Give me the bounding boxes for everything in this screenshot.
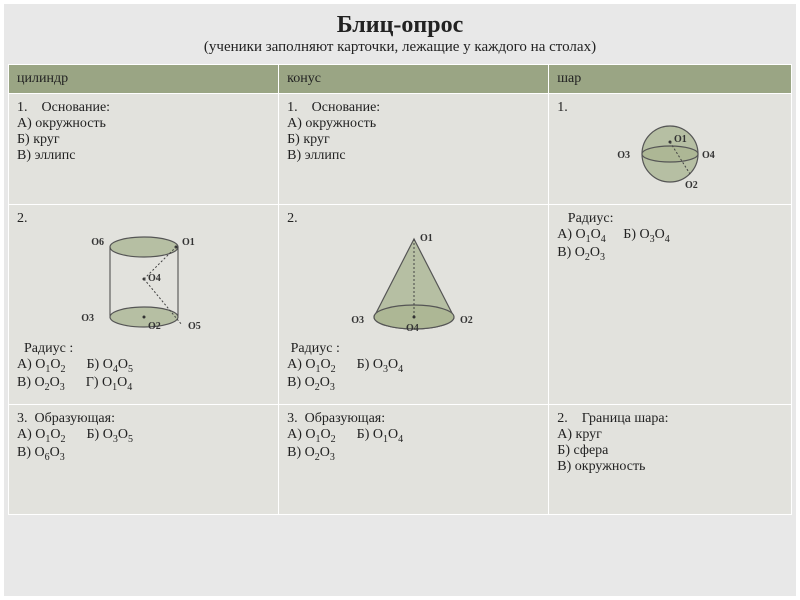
svg-text:O2: O2 (460, 315, 473, 326)
cone-q3: 3. Образующая: А) О1О2 Б) О1О4 В) О2О3 (279, 405, 549, 515)
opt-b: Б) круг (17, 132, 60, 147)
opt-a: А) О (287, 357, 315, 372)
q-prompt: Радиус : (24, 341, 73, 356)
svg-text:O4: O4 (406, 323, 419, 334)
opt-a: А) О (17, 427, 45, 442)
q-num: 2. (557, 411, 568, 426)
opt-c: В) О (17, 375, 45, 390)
q-num: 1. (557, 100, 568, 115)
cyl-q1: 1. Основание: А) окружность Б) круг В) э… (9, 94, 279, 205)
svg-text:O2: O2 (148, 321, 161, 332)
opt-a: А) О (287, 427, 315, 442)
q-prompt: Радиус : (291, 341, 340, 356)
row-1: 1. Основание: А) окружность Б) круг В) э… (9, 94, 792, 205)
slide: Блиц-опрос (ученики заполняют карточки, … (0, 0, 800, 600)
cyl-q3: 3. Образующая: А) О1О2 Б) О3О5 В) О6О3 (9, 405, 279, 515)
q-prompt: Основание: (312, 100, 381, 115)
opt-c: В) О (17, 445, 45, 460)
sphere-q1: 1. O1 O3 O4 O2 (549, 94, 792, 205)
cone-q2: 2. O1 O3 O4 O2 Радиус : А) О1О2 Б) О3О4 … (279, 205, 549, 405)
svg-text:O3: O3 (351, 315, 364, 326)
opt-b: Б) О (357, 357, 383, 372)
quiz-table: цилиндр конус шар 1. Основание: А) окруж… (8, 64, 792, 515)
row-3: 3. Образующая: А) О1О2 Б) О3О5 В) О6О3 3… (9, 405, 792, 515)
q-num: 2. (287, 211, 298, 226)
q-num: 3. (287, 411, 298, 426)
cone-q1: 1. Основание: А) окружность Б) круг В) э… (279, 94, 549, 205)
opt-c: В) эллипс (287, 148, 345, 163)
sphere-q2: Радиус: А) О1О4 Б) О3О4 В) О2О3 (549, 205, 792, 405)
slide-subtitle: (ученики заполняют карточки, лежащие у к… (4, 39, 796, 56)
q-num: 3. (17, 411, 28, 426)
col-cone: конус (279, 65, 549, 94)
opt-b: Б) круг (287, 132, 330, 147)
svg-text:O2: O2 (685, 180, 698, 191)
sphere-q3: 2. Граница шара: А) круг Б) сфера В) окр… (549, 405, 792, 515)
opt-b: Б) сфера (557, 443, 608, 458)
q-prompt: Граница шара: (582, 411, 669, 426)
title-block: Блиц-опрос (ученики заполняют карточки, … (4, 4, 796, 60)
opt-c: В) окружность (557, 459, 645, 474)
col-cylinder: цилиндр (9, 65, 279, 94)
q-num: 1. (287, 100, 298, 115)
svg-text:O1: O1 (420, 233, 433, 244)
opt-b: Б) О (87, 357, 113, 372)
row-2: 2. O6 O1 O4 O3 O2 O5 (9, 205, 792, 405)
svg-text:O5: O5 (188, 321, 201, 332)
opt-b: Б) О (357, 427, 383, 442)
opt-a: А) окружность (287, 116, 376, 131)
opt-a: А) О (557, 227, 585, 242)
q-num: 1. (17, 100, 28, 115)
opt-c: В) эллипс (17, 148, 75, 163)
slide-title: Блиц-опрос (4, 12, 796, 39)
opt-b: Б) О (87, 427, 113, 442)
opt-a: А) О (17, 357, 45, 372)
q-prompt: Радиус: (568, 211, 614, 226)
q-prompt: Образующая: (305, 411, 385, 426)
cone-figure: O1 O3 O4 O2 (324, 229, 504, 339)
header-row: цилиндр конус шар (9, 65, 792, 94)
sphere-figure: O1 O3 O4 O2 (590, 118, 750, 196)
opt-a: А) круг (557, 427, 602, 442)
svg-text:O3: O3 (81, 313, 94, 324)
q-num: 2. (17, 211, 28, 226)
svg-text:O3: O3 (617, 150, 630, 161)
q-prompt: Образующая: (35, 411, 115, 426)
opt-d: Г) О (86, 375, 112, 390)
q-prompt: Основание: (42, 100, 111, 115)
cylinder-figure: O6 O1 O4 O3 O2 O5 (54, 229, 234, 339)
svg-text:O4: O4 (702, 150, 715, 161)
opt-c: В) О (557, 245, 585, 260)
svg-text:O1: O1 (182, 237, 195, 248)
opt-c: В) О (287, 375, 315, 390)
col-sphere: шар (549, 65, 792, 94)
svg-text:O4: O4 (148, 273, 161, 284)
opt-c: В) О (287, 445, 315, 460)
opt-a: А) окружность (17, 116, 106, 131)
svg-text:O6: O6 (91, 237, 104, 248)
svg-text:O1: O1 (674, 134, 687, 145)
opt-b: Б) О (623, 227, 649, 242)
cyl-q2: 2. O6 O1 O4 O3 O2 O5 (9, 205, 279, 405)
